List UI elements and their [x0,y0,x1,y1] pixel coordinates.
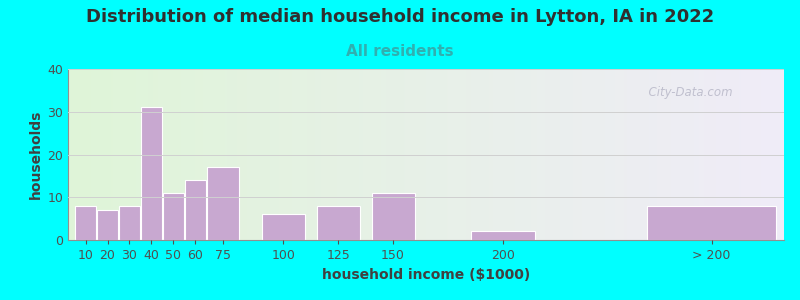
X-axis label: household income ($1000): household income ($1000) [322,268,530,282]
Bar [371,193,414,240]
Bar [118,206,140,240]
Bar [75,206,96,240]
Text: Distribution of median household income in Lytton, IA in 2022: Distribution of median household income … [86,8,714,26]
Text: All residents: All residents [346,44,454,59]
Bar [262,214,305,240]
Bar [317,206,360,240]
Bar [141,107,162,240]
Bar [185,180,206,240]
Bar [647,206,776,240]
Bar [97,210,118,240]
Y-axis label: households: households [29,110,43,199]
Text: City-Data.com: City-Data.com [641,86,733,99]
Bar [206,167,239,240]
Bar [470,232,535,240]
Bar [162,193,184,240]
